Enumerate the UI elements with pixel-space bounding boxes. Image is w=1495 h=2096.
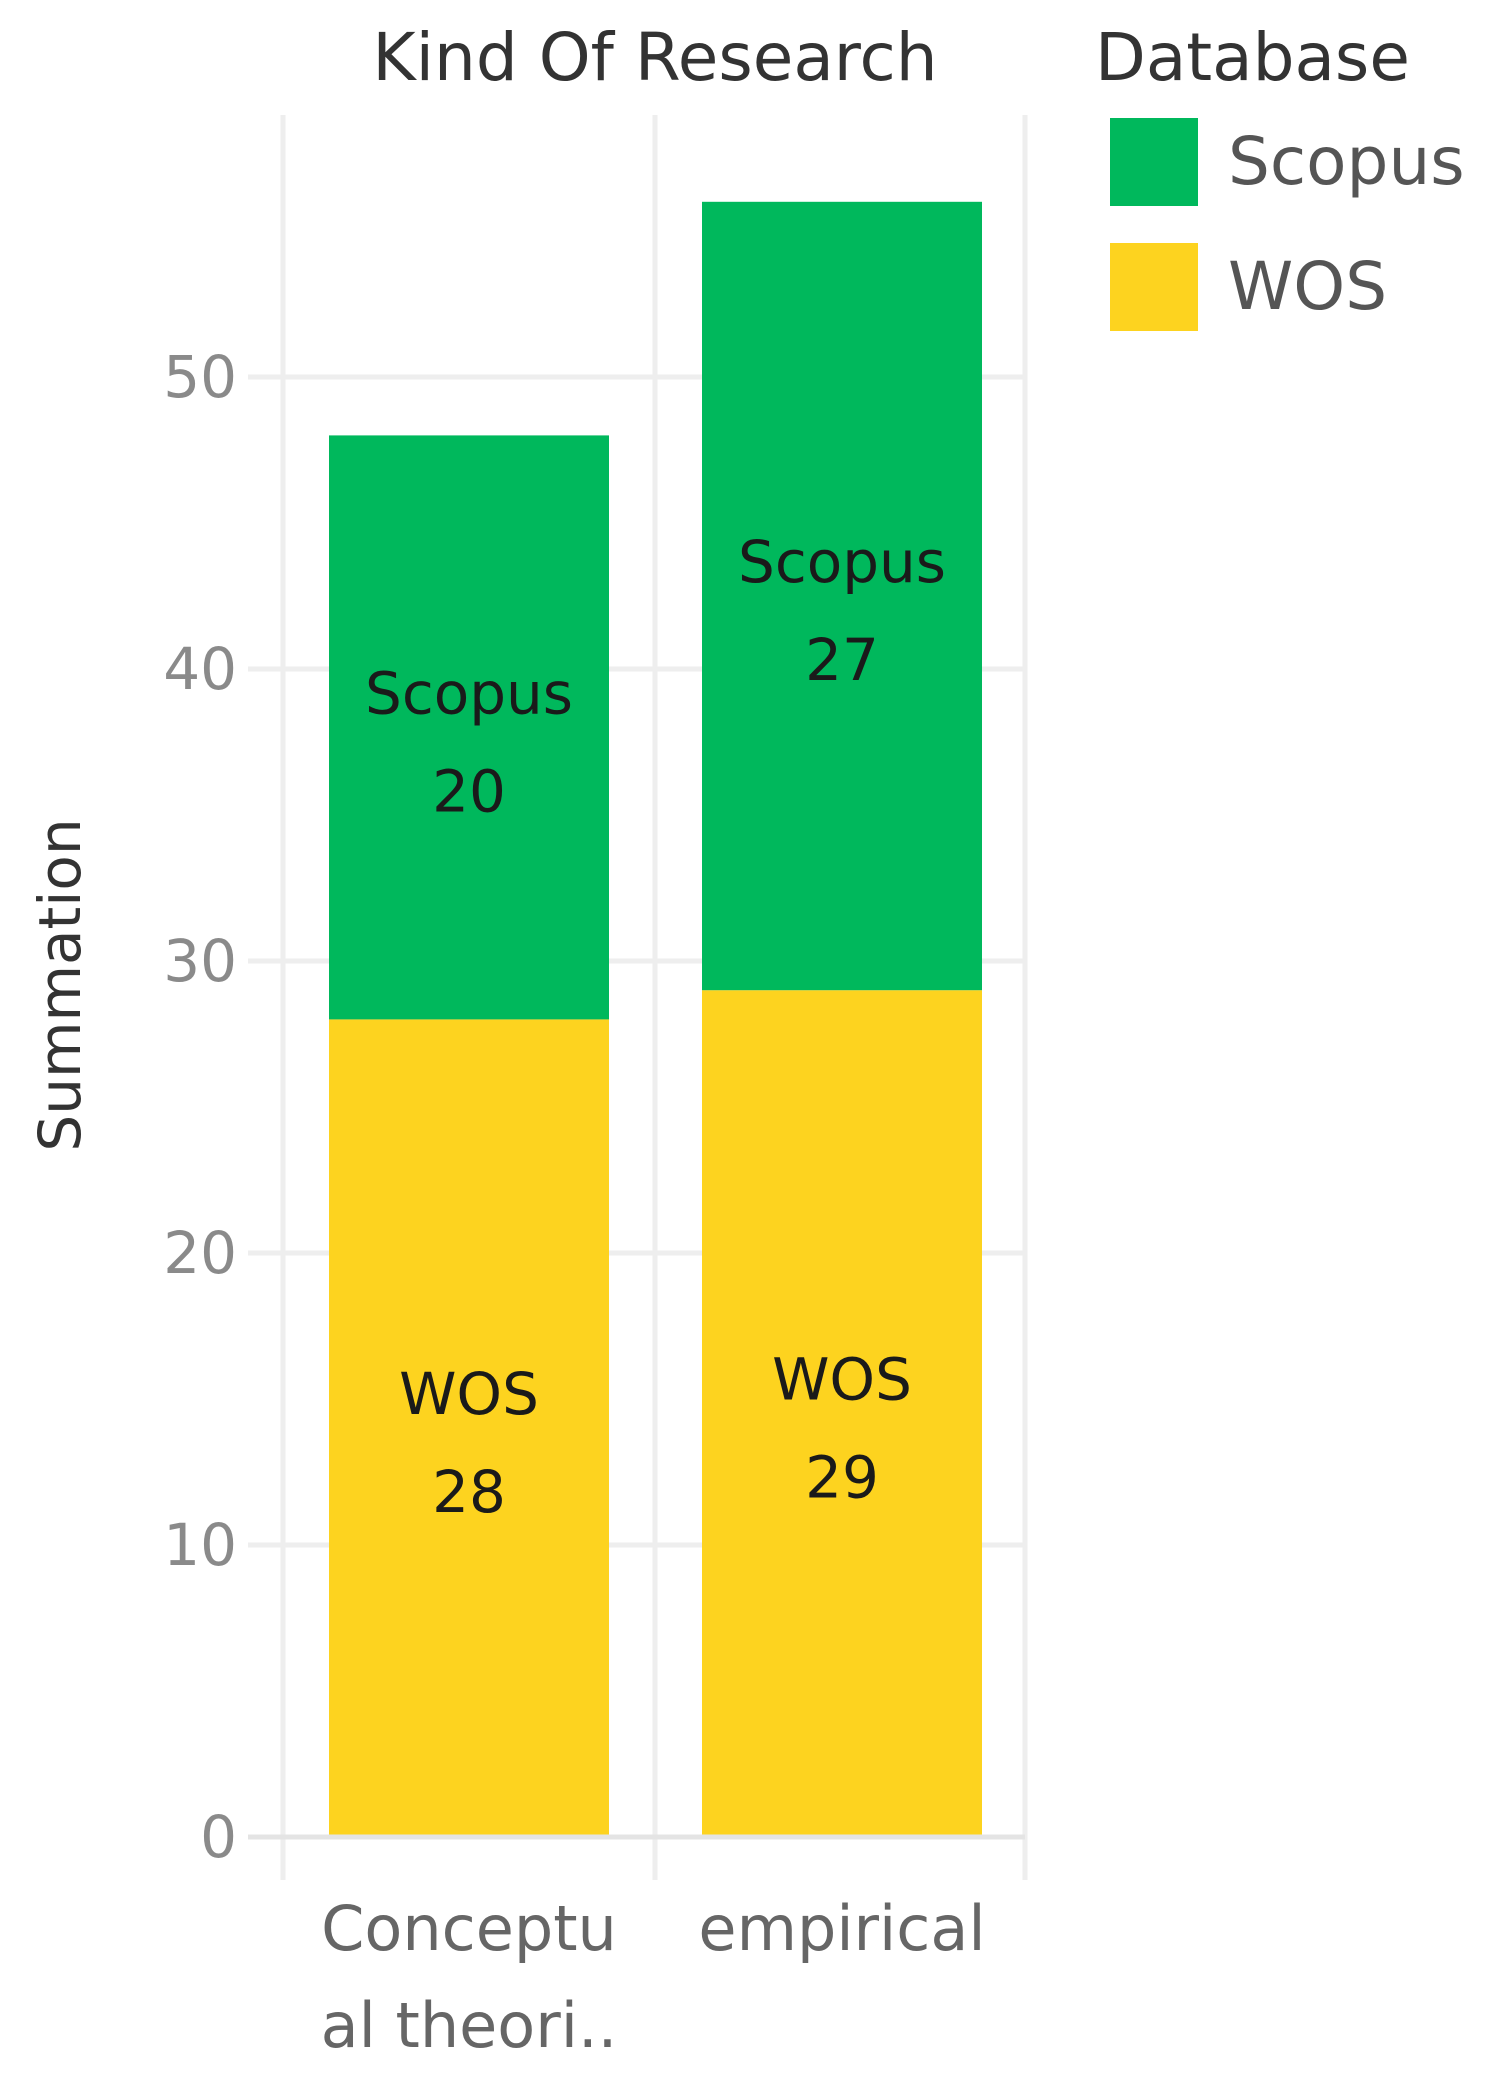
x-tick-label: Conceptu [321,1892,617,1965]
bar-wos-empirical [702,990,982,1837]
y-tick-label: 0 [200,1803,237,1871]
bar-wos-conceptual [329,1019,609,1837]
segment-value-label: 28 [432,1458,506,1526]
column-title: Kind Of Research [372,19,937,96]
segment-series-label: Scopus [365,659,573,727]
y-tick-label: 20 [163,1219,237,1287]
segment-series-label: WOS [399,1360,539,1428]
bar-scopus-conceptual [329,435,609,1020]
bar-scopus-empirical [702,201,982,991]
segment-value-label: 20 [432,757,506,825]
legend-swatch-wos [1110,243,1198,331]
segment-value-label: 29 [805,1444,879,1512]
segment-series-label: Scopus [738,528,946,596]
y-tick-label: 10 [163,1511,237,1579]
legend-label-scopus: Scopus [1228,123,1465,200]
legend-label-wos: WOS [1228,248,1387,325]
bars-layer [329,201,982,1837]
x-tick-label: empirical [698,1892,985,1965]
y-tick-label: 50 [163,343,237,411]
y-axis-title: Summation [26,818,94,1151]
legend: Scopus WOS [1110,118,1465,331]
segment-value-label: 27 [805,626,879,694]
axis-layer: 0 10 20 30 40 50 Conceptu al theori.. empirical [163,343,1025,2062]
y-tick-label: 40 [163,635,237,703]
x-tick-label: al theori.. [321,1989,618,2062]
legend-title: Database [1095,19,1410,96]
legend-swatch-scopus [1110,118,1198,206]
labels-layer: WOS 28 Scopus 20 WOS 29 Scopus 27 [365,528,946,1526]
segment-series-label: WOS [772,1346,912,1414]
y-tick-label: 30 [163,927,237,995]
